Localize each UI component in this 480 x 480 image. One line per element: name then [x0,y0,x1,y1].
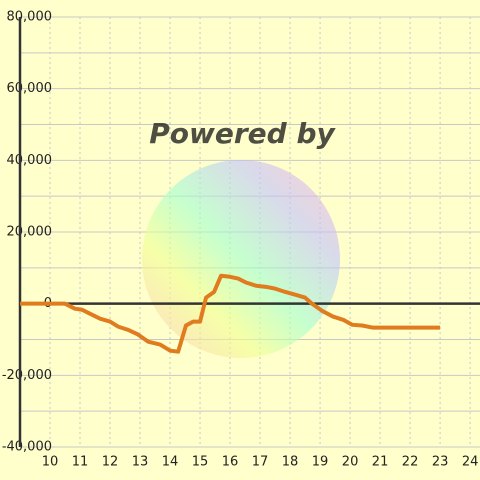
watermark: Powered by [149,117,336,150]
x-tick-label: 18 [282,455,299,470]
x-tick-label: 19 [312,455,329,470]
x-tick-label: 10 [42,455,59,470]
x-tick-label: 24 [462,455,479,470]
x-tick-label: 17 [252,455,269,470]
y-tick-label: 60,000 [7,81,53,96]
x-tick-label: 22 [402,455,419,470]
x-tick-label: 16 [222,455,239,470]
x-tick-label: 23 [432,455,449,470]
series-line [20,273,441,354]
y-tick-label: -20,000 [2,368,52,383]
x-tick-label: 12 [102,455,119,470]
x-tick-label: 20 [342,455,359,470]
y-tick-label: -40,000 [2,440,52,455]
plot: 80,00060,00040,00020,0000-20,000-40,0001… [2,10,480,470]
x-tick-label: 15 [192,455,209,470]
y-tick-label: 20,000 [7,225,53,240]
y-tick-label: 80,000 [7,10,53,25]
x-tick-label: 14 [162,455,179,470]
watermark-logo [142,160,340,358]
x-tick-label: 21 [372,455,389,470]
x-tick-label: 13 [132,455,149,470]
y-tick-label: 40,000 [7,153,53,168]
x-tick-label: 11 [72,455,89,470]
